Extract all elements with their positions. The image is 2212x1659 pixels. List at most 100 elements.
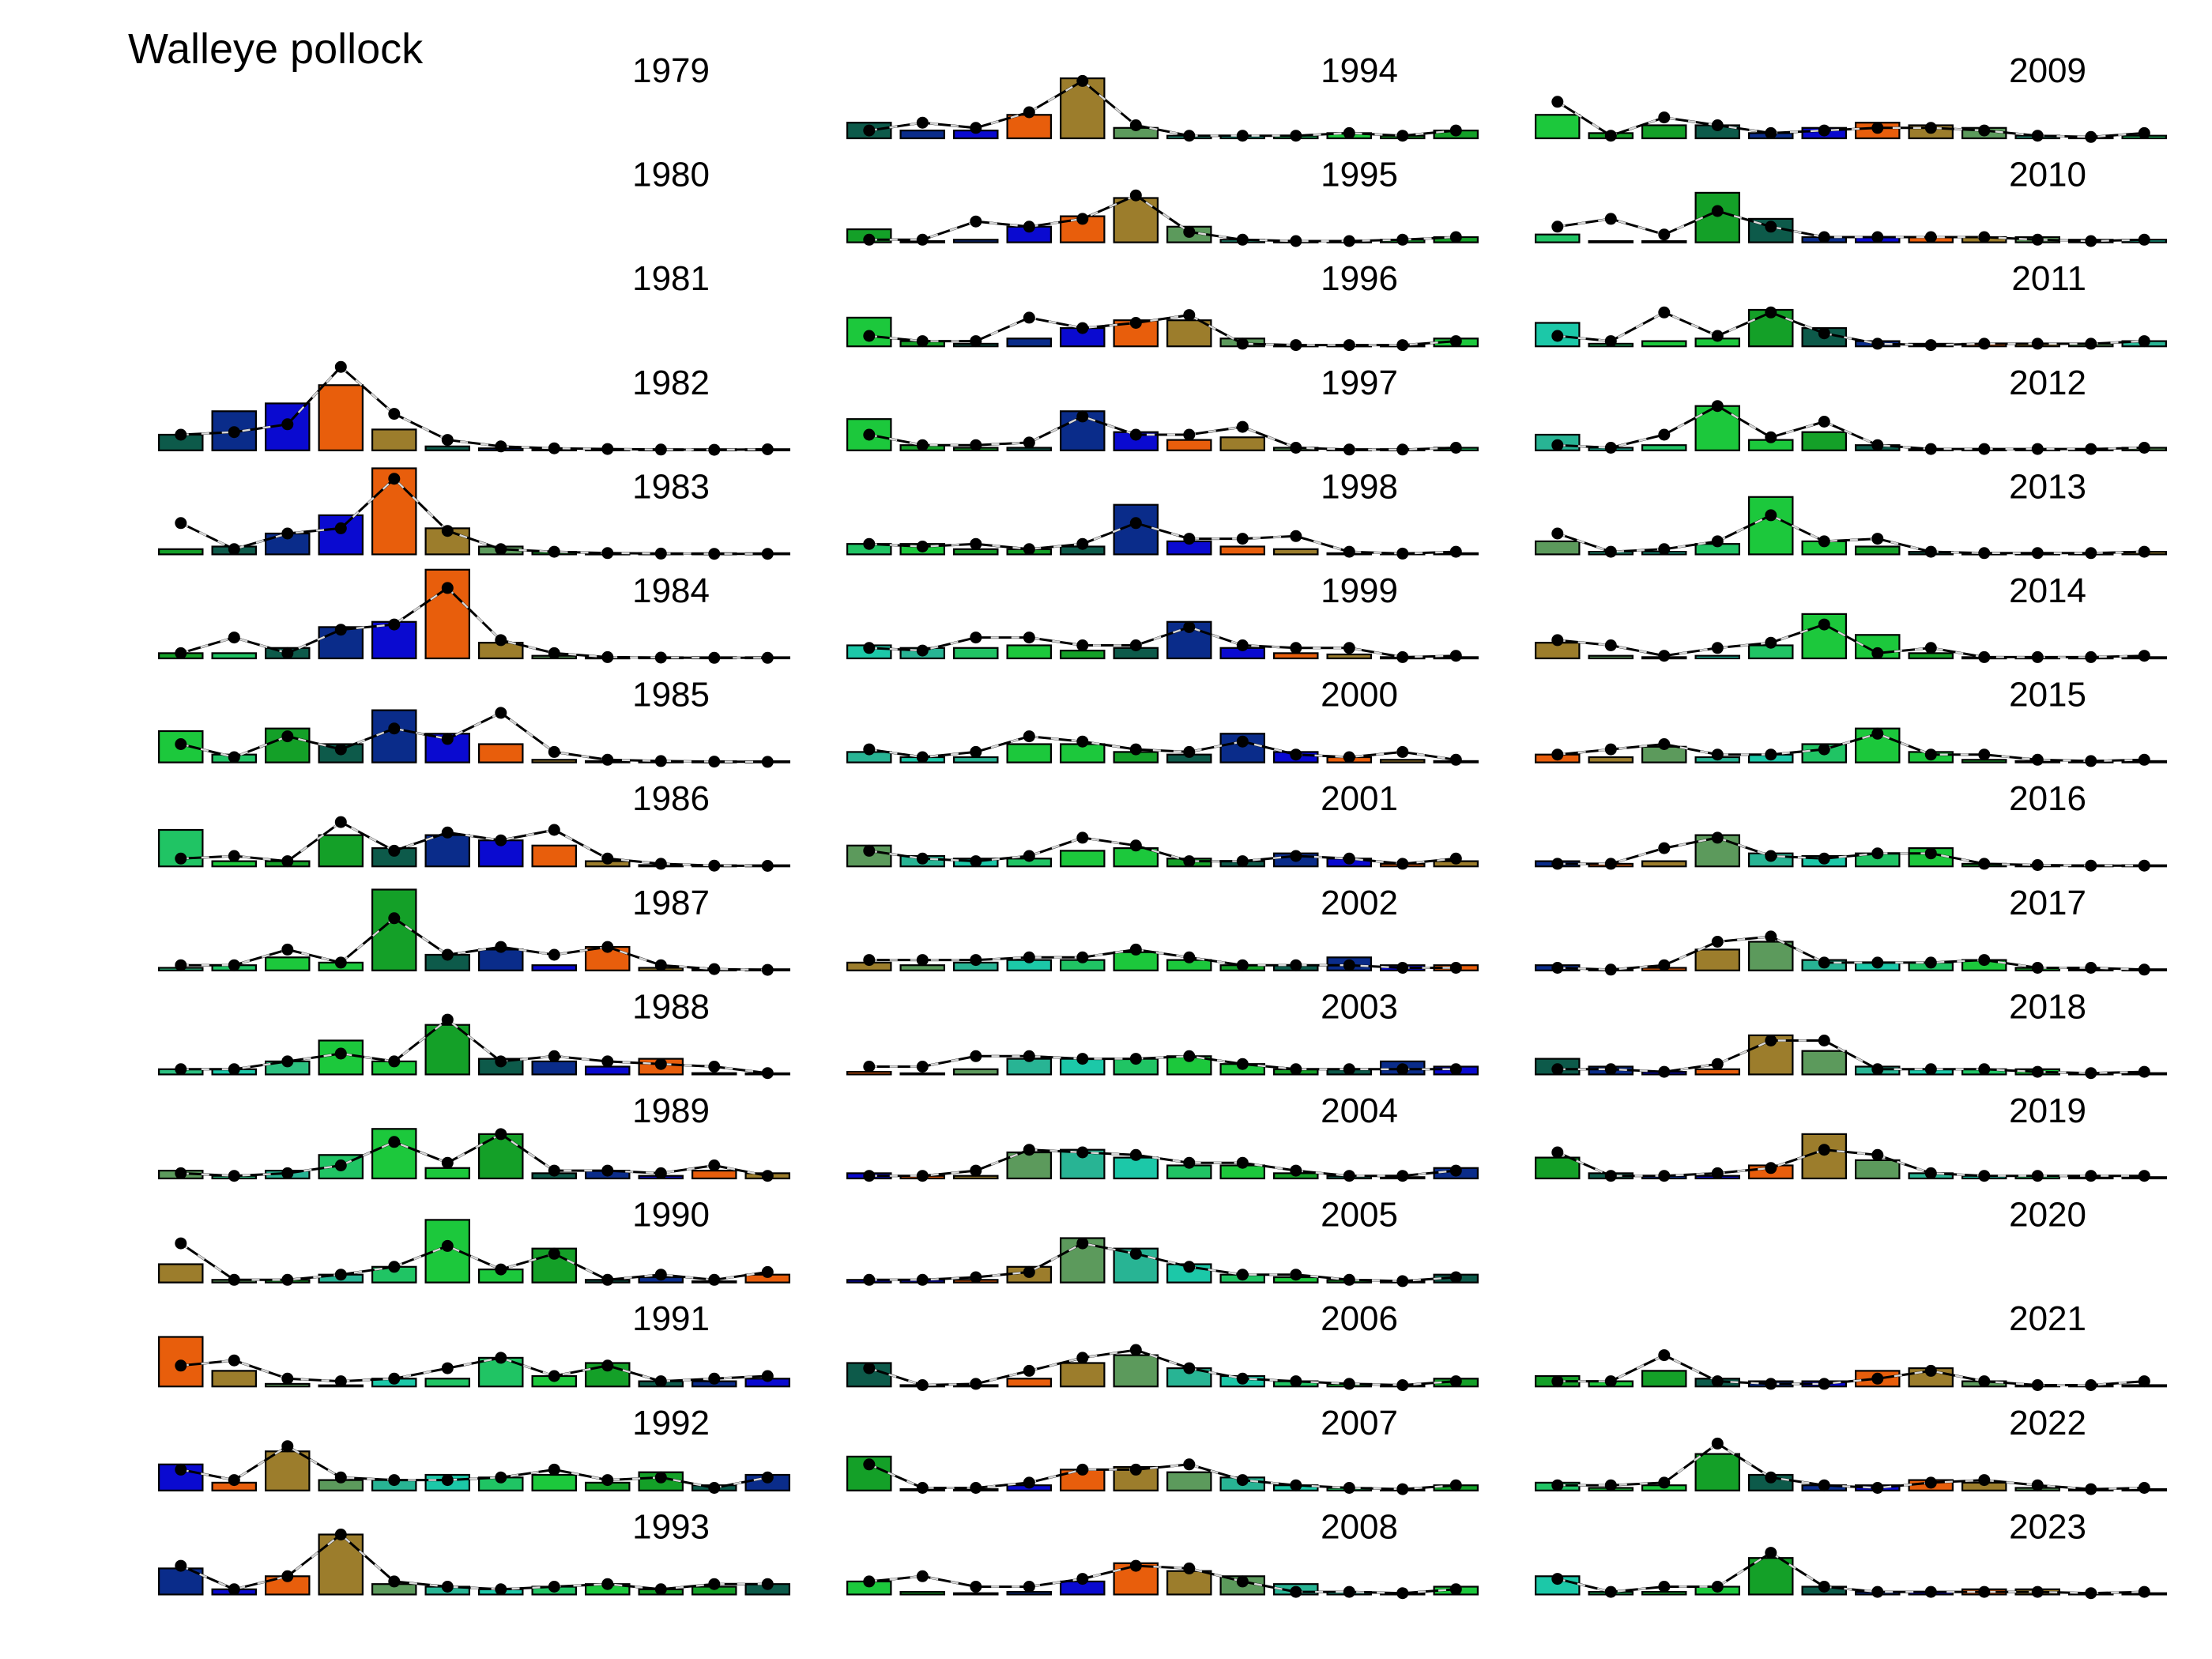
pred-point-2012-age-6 (1818, 416, 1830, 428)
pred-point-1984-age-2 (228, 632, 240, 644)
pred-point-1998-age-5 (1076, 537, 1089, 550)
bar-1999-age-7 (1166, 620, 1212, 660)
pred-point-1988-age-7 (495, 1055, 507, 1068)
pred-point-1990-age-5 (388, 1261, 401, 1273)
pred-point-2006-age-1 (863, 1362, 876, 1374)
pred-line-dash-2021 (1557, 1354, 2145, 1386)
pred-point-2002-age-9 (1290, 959, 1302, 971)
pred-point-2014-age-4 (1711, 642, 1724, 654)
bar-2014-age-8 (1908, 652, 1954, 660)
pred-point-1986-age-4 (334, 816, 347, 828)
panel-2004: 2004 (846, 1092, 1479, 1182)
panel-1987: 1987 (158, 884, 790, 976)
pred-point-2004-age-9 (1290, 1164, 1302, 1177)
panel-1993: 1993 (158, 1507, 790, 1596)
panel-2001: 2001 (846, 779, 1479, 870)
pred-point-2004-age-8 (1236, 1156, 1249, 1169)
pred-line-dash-2007 (869, 1463, 1456, 1491)
pred-point-1991-age-2 (228, 1354, 240, 1367)
pred-point-2008-age-8 (1236, 1575, 1249, 1588)
pred-point-2018-age-1 (1551, 1063, 1564, 1076)
panel-2012: 2012 (1534, 364, 2168, 455)
pred-line-dash-1997 (869, 415, 1456, 451)
pred-point-2008-age-2 (916, 1570, 929, 1582)
pred-point-2008-age-5 (1076, 1573, 1089, 1585)
pred-point-1991-age-9 (601, 1359, 614, 1372)
year-label-2003: 2003 (1321, 987, 1398, 1026)
pred-point-1993-age-1 (175, 1559, 187, 1572)
pred-point-2006-age-6 (1129, 1344, 1142, 1356)
year-label-1985: 1985 (632, 676, 710, 715)
year-label-2001: 2001 (1321, 779, 1398, 818)
pred-point-2012-age-3 (1658, 428, 1671, 441)
pred-point-1985-age-8 (548, 745, 560, 758)
pred-point-1982-age-7 (495, 440, 507, 453)
pred-line-2008 (869, 1564, 1456, 1595)
pred-point-2008-age-10 (1343, 1585, 1355, 1598)
pred-point-2001-age-5 (1076, 831, 1089, 844)
pred-point-1993-age-2 (228, 1583, 240, 1596)
pred-point-1987-age-1 (175, 959, 187, 971)
panel-1991: 1991 (158, 1299, 790, 1388)
pred-point-2018-age-10 (2031, 1065, 2044, 1078)
pred-point-2008-age-6 (1129, 1559, 1142, 1572)
pred-point-2017-age-6 (1818, 956, 1830, 969)
pred-point-2017-age-8 (1924, 956, 1937, 969)
pred-point-2010-age-3 (1658, 228, 1671, 241)
panel-1996: 1996 (846, 259, 1479, 352)
year-label-2010: 2010 (2009, 156, 2086, 194)
pred-point-1983-age-5 (388, 473, 401, 485)
pred-point-2015-age-8 (1924, 748, 1937, 761)
pred-point-2005-age-1 (863, 1273, 876, 1286)
pred-point-1992-age-3 (281, 1440, 294, 1453)
pred-point-1998-age-4 (1023, 543, 1035, 556)
pred-point-2011-age-2 (1604, 335, 1617, 348)
pred-point-1994-age-8 (1236, 130, 1249, 142)
pred-point-2006-age-9 (1290, 1375, 1302, 1388)
pred-point-1991-age-5 (388, 1372, 401, 1385)
pred-point-2016-age-10 (2031, 859, 2044, 871)
pred-point-1995-age-8 (1236, 233, 1249, 246)
pred-line-dash-2009 (1557, 100, 2145, 138)
pred-point-2012-age-7 (1871, 439, 1884, 451)
pred-point-2021-age-6 (1818, 1378, 1830, 1390)
pred-point-1989-age-9 (601, 1164, 614, 1177)
panel-1992: 1992 (158, 1404, 790, 1494)
bar-2010-age-2 (1588, 239, 1634, 243)
year-label-2006: 2006 (1321, 1299, 1398, 1338)
pred-point-1984-age-3 (281, 647, 294, 659)
pred-point-1983-age-1 (175, 517, 187, 530)
pred-point-1992-age-9 (601, 1474, 614, 1487)
pred-point-2008-age-12 (1449, 1583, 1462, 1596)
pred-point-1982-age-11 (708, 443, 721, 456)
pred-point-2014-age-7 (1871, 647, 1884, 659)
panel-1983: 1983 (158, 467, 790, 560)
pred-point-2012-age-11 (2085, 443, 2097, 455)
pred-point-2012-age-1 (1551, 439, 1564, 451)
year-label-2013: 2013 (2009, 467, 2086, 506)
year-label-2011: 2011 (2011, 259, 2086, 298)
pred-point-1983-age-10 (654, 547, 667, 560)
pred-point-1999-age-7 (1183, 620, 1196, 633)
bar-2007-age-7 (1166, 1471, 1212, 1491)
bar-2017-age-4 (1694, 948, 1741, 971)
pred-point-1995-age-4 (1023, 221, 1035, 233)
bar-1988-age-8 (531, 1060, 577, 1076)
pred-point-1983-age-7 (495, 543, 507, 556)
year-label-2023: 2023 (2009, 1507, 2086, 1546)
bar-1984-age-4 (318, 626, 364, 660)
pred-point-1983-age-9 (601, 547, 614, 560)
pred-point-2021-age-7 (1871, 1372, 1884, 1385)
pred-point-2003-age-6 (1129, 1053, 1142, 1065)
pred-line-2014 (1557, 623, 2145, 658)
pred-point-2016-age-1 (1551, 858, 1564, 870)
pred-point-2002-age-4 (1023, 951, 1035, 963)
pred-point-1997-age-1 (863, 428, 876, 441)
pred-point-2021-age-3 (1658, 1349, 1671, 1362)
year-label-1997: 1997 (1321, 364, 1398, 402)
pred-point-2014-age-3 (1658, 650, 1671, 662)
pred-point-1987-age-7 (495, 941, 507, 953)
pred-point-1985-age-12 (761, 756, 774, 768)
pred-point-1992-age-2 (228, 1474, 240, 1487)
pred-line-dash-2018 (1557, 1039, 2145, 1074)
